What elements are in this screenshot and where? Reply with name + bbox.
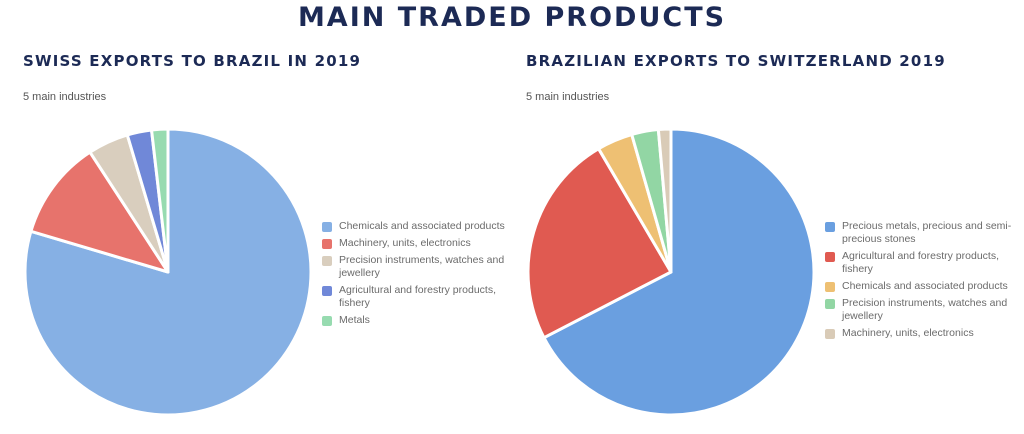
legend-label: Agricultural and forestry products, fish…: [842, 250, 999, 275]
legend: Chemicals and associated products Machine…: [322, 220, 512, 331]
chart-brazilian-exports: BRAZILIAN EXPORTS TO SWITZERLAND 2019 5 …: [503, 0, 1015, 434]
legend-swatch: [825, 252, 835, 262]
legend-label: Precious metals, precious and semi-preci…: [842, 220, 1012, 245]
legend-swatch: [322, 256, 332, 266]
legend-label: Chemicals and associated products: [339, 220, 505, 232]
pie-slice-5[interactable]: [656, 127, 673, 274]
chart-subtitle: 5 main industries: [526, 91, 610, 103]
pie-slice-5[interactable]: [150, 127, 170, 274]
chart-title: BRAZILIAN EXPORTS TO SWITZERLAND 2019: [526, 52, 946, 70]
legend-swatch: [825, 299, 835, 309]
page-title: MAIN TRADED PRODUCTS: [297, 2, 727, 33]
legend-swatch: [322, 316, 332, 326]
legend-item[interactable]: Agricultural and forestry products, fish…: [322, 284, 512, 310]
pie-chart: [526, 127, 816, 417]
legend-item[interactable]: Agricultural and forestry products, fish…: [825, 250, 1015, 276]
legend-item[interactable]: Chemicals and associated products: [322, 220, 512, 233]
chart-subtitle: 5 main industries: [23, 91, 107, 103]
legend-swatch: [322, 239, 332, 249]
legend-item[interactable]: Metals: [322, 314, 512, 327]
legend-item[interactable]: Precision instruments, watches and jewel…: [322, 254, 512, 280]
legend-label: Agricultural and forestry products, fish…: [339, 284, 496, 309]
chart-title: SWISS EXPORTS TO BRAZIL IN 2019: [23, 52, 362, 70]
legend-swatch: [825, 282, 835, 292]
legend-label: Machinery, units, electronics: [339, 237, 471, 249]
legend-item[interactable]: Machinery, units, electronics: [322, 237, 512, 250]
pie-slice-1[interactable]: [23, 127, 313, 417]
legend-label: Precision instruments, watches and jewel…: [842, 297, 1008, 322]
chart-swiss-exports: SWISS EXPORTS TO BRAZIL IN 2019 5 main i…: [23, 52, 512, 417]
legend-swatch: [322, 222, 332, 232]
pie-slice-2[interactable]: [29, 150, 170, 274]
legend-item[interactable]: Chemicals and associated products: [825, 280, 1015, 293]
legend-item[interactable]: Precision instruments, watches and jewel…: [825, 297, 1015, 323]
pie-slice-1[interactable]: [542, 127, 816, 417]
legend-label: Chemicals and associated products: [842, 280, 1008, 292]
legend-label: Metals: [339, 314, 370, 326]
legend-item[interactable]: Machinery, units, electronics: [825, 327, 1015, 340]
legend-swatch: [322, 286, 332, 296]
pie-slice-2[interactable]: [526, 147, 673, 340]
legend-swatch: [825, 329, 835, 339]
pie-chart: [23, 127, 313, 417]
legend-label: Precision instruments, watches and jewel…: [339, 254, 505, 279]
legend-label: Machinery, units, electronics: [842, 327, 974, 339]
legend-item[interactable]: Precious metals, precious and semi-preci…: [825, 220, 1015, 246]
legend-swatch: [825, 222, 835, 232]
legend: Precious metals, precious and semi-preci…: [825, 220, 1015, 344]
